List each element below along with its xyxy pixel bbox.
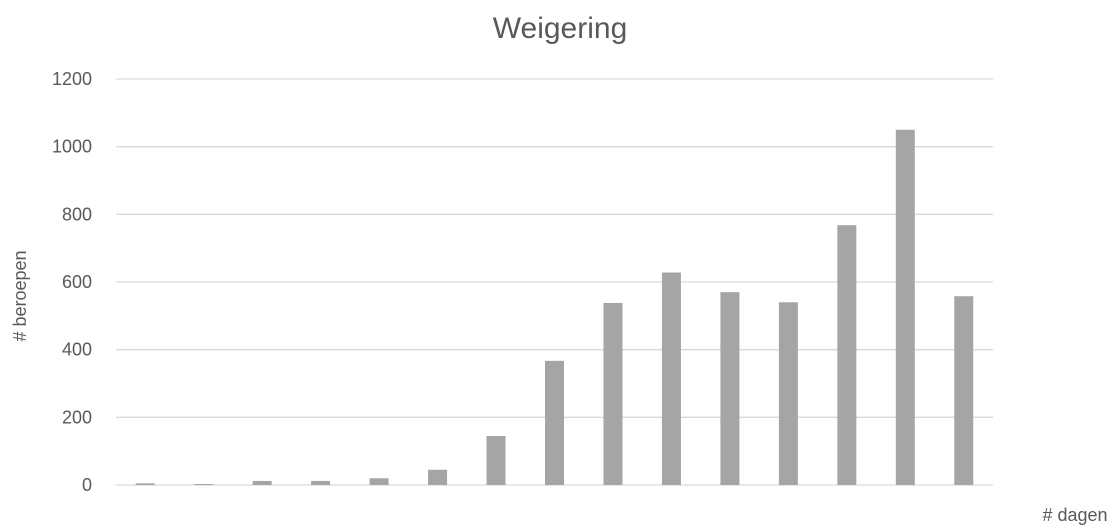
bar	[661, 272, 681, 485]
bar	[954, 296, 974, 485]
bar	[778, 302, 798, 485]
bar	[194, 483, 214, 485]
bar	[369, 478, 389, 485]
bar	[252, 480, 272, 485]
bar	[837, 225, 857, 485]
y-tick-label: 400	[62, 340, 92, 360]
y-tick-label: 800	[62, 204, 92, 224]
y-tick-label: 1200	[52, 69, 92, 89]
gridlines	[116, 78, 993, 486]
y-tick-label: 0	[82, 475, 92, 495]
bar	[428, 469, 448, 485]
bars	[135, 129, 974, 485]
bar	[545, 360, 564, 485]
bar	[895, 129, 915, 485]
y-axis-ticks: 0 200 400 600 800 1000 1200	[52, 69, 92, 495]
y-axis-label: # beroepen	[10, 250, 30, 341]
bar	[486, 435, 506, 485]
bar	[720, 292, 740, 485]
chart-title: Weigering	[493, 12, 628, 45]
bar	[603, 302, 623, 485]
x-axis-label: # dagen	[1042, 505, 1107, 525]
bar	[135, 483, 155, 485]
y-tick-label: 200	[62, 407, 92, 427]
y-tick-label: 1000	[52, 137, 92, 157]
y-tick-label: 600	[62, 272, 92, 292]
bar	[311, 480, 331, 485]
